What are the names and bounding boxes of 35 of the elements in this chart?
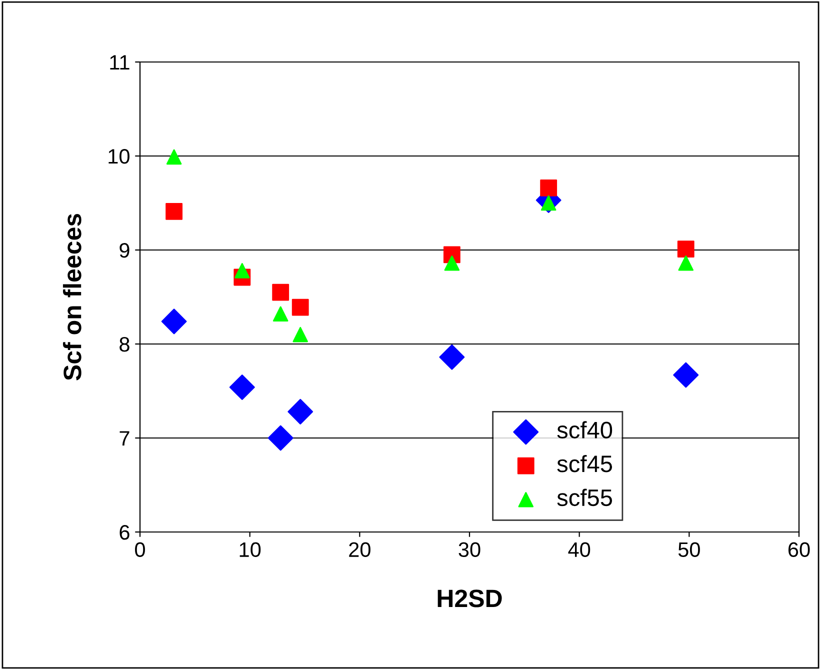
- legend-label: scf55: [557, 488, 612, 506]
- point: [292, 298, 309, 316]
- y-tick-label: 7: [120, 431, 130, 446]
- point: [540, 180, 558, 196]
- y-tick-label: 6: [120, 525, 130, 540]
- x-tick-label: 10: [240, 542, 261, 558]
- point: [677, 240, 694, 258]
- x-tick-label: 30: [458, 542, 480, 558]
- x-tick-label: 60: [788, 542, 810, 558]
- point: [161, 308, 187, 334]
- point: [673, 362, 699, 388]
- point: [166, 149, 182, 165]
- y-tick-label: 8: [120, 337, 130, 352]
- point: [268, 425, 294, 451]
- point: [678, 256, 694, 271]
- point: [234, 263, 250, 278]
- legend-label: scf40: [557, 421, 612, 438]
- point: [272, 306, 288, 322]
- x-tick-label: 50: [678, 542, 700, 558]
- legend-label: scf45: [557, 454, 612, 472]
- x-axis-title: H2SD: [438, 590, 502, 608]
- point: [444, 256, 460, 271]
- point: [166, 203, 183, 220]
- point: [439, 344, 465, 370]
- y-axis-title: Scf on fleeces: [62, 214, 82, 380]
- point: [288, 398, 314, 424]
- point: [229, 374, 255, 400]
- point: [292, 326, 308, 342]
- y-tick-label: 10: [108, 149, 130, 164]
- y-tick-label: 9: [120, 243, 130, 258]
- point: [272, 284, 290, 301]
- x-tick-label: 20: [349, 542, 370, 558]
- x-tick-label: 0: [135, 542, 145, 558]
- y-tick-label: 11: [110, 55, 130, 70]
- x-tick-label: 40: [568, 542, 590, 558]
